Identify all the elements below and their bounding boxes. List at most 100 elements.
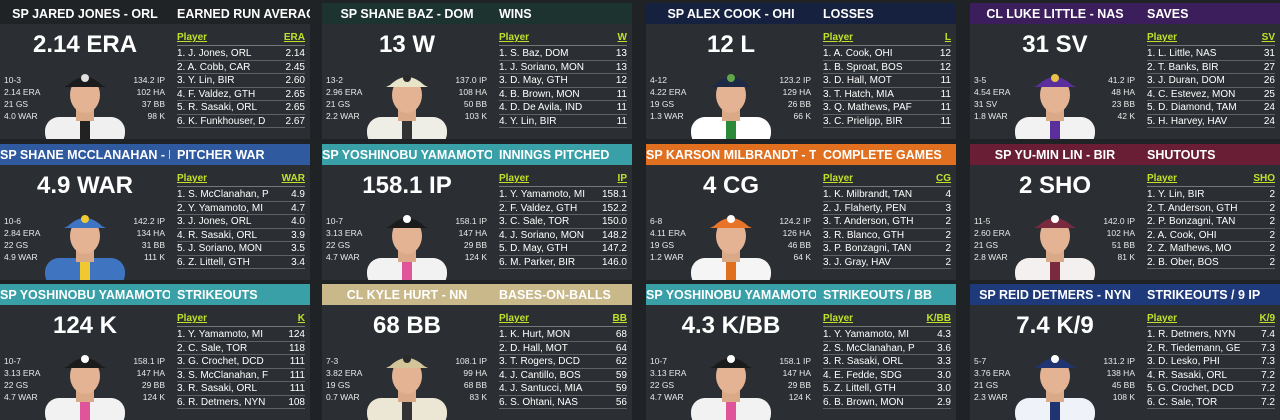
leaderboard-row[interactable]: 3. D. May, GTH 12 — [499, 74, 627, 88]
leaderboard-row[interactable]: 3. J. Gray, HAV 2 — [823, 256, 951, 269]
leaderboard-row[interactable]: 1. J. Jones, ORL 2.14 — [177, 47, 305, 61]
leaderboard-row[interactable]: 6. S. Ohtani, NAS 56 — [499, 396, 627, 409]
leader-panel[interactable]: SP YU-MIN LIN - BIR SHUTOUTS 2 SHO 11-5 2… — [970, 144, 1280, 280]
leaderboard-row[interactable]: 3. R. Sasaki, ORL 111 — [177, 382, 305, 396]
player-column-header[interactable]: Player — [499, 32, 530, 43]
player-name[interactable]: CL LUKE LITTLE - NAS — [986, 7, 1124, 21]
leaderboard-row[interactable]: 5. R. Sasaki, ORL 2.65 — [177, 101, 305, 115]
leaderboard-row[interactable]: 3. T. Rogers, DCD 62 — [499, 355, 627, 369]
player-column-header[interactable]: Player — [1147, 32, 1178, 43]
leader-panel[interactable]: SP YOSHINOBU YAMAMOTO - M STRIKEOUTS 124… — [0, 284, 310, 420]
leader-panel[interactable]: SP YOSHINOBU YAMAMOTO - M STRIKEOUTS / B… — [646, 284, 956, 420]
stat-column-header[interactable]: SV — [1261, 32, 1275, 43]
stat-column-header[interactable]: L — [944, 32, 951, 43]
leaderboard-row[interactable]: 2. T. Anderson, GTH 2 — [1147, 202, 1275, 215]
leaderboard-row[interactable]: 3. C. Sale, TOR 150.0 — [499, 215, 627, 229]
player-name[interactable]: CL KYLE HURT - NN — [346, 288, 468, 302]
leader-panel[interactable]: SP YOSHINOBU YAMAMOTO - M INNINGS PITCHE… — [322, 144, 632, 280]
leaderboard-row[interactable]: 4. J. Santucci, MIA 59 — [499, 382, 627, 396]
leaderboard-row[interactable]: 2. B. Ober, BOS 2 — [1147, 256, 1275, 269]
leaderboard-row[interactable]: 2. Z. Mathews, MO 2 — [1147, 242, 1275, 256]
leaderboard-row[interactable]: 3. T. Anderson, GTH 2 — [823, 215, 951, 229]
leaderboard-row[interactable]: 5. D. Diamond, TAM 24 — [1147, 101, 1275, 115]
leaderboard-row[interactable]: 4. C. Estevez, MON 25 — [1147, 88, 1275, 101]
player-name[interactable]: SP YU-MIN LIN - BIR — [994, 148, 1116, 162]
player-name[interactable]: SP ALEX COOK - OHI — [667, 7, 795, 21]
leaderboard-row[interactable]: 2. J. Flaherty, PEN 3 — [823, 202, 951, 215]
stat-column-header[interactable]: K — [297, 313, 305, 324]
leaderboard-row[interactable]: 4. E. Fedde, SDG 3.0 — [823, 369, 951, 382]
leaderboard-row[interactable]: 4. R. Sasaki, ORL 7.2 — [1147, 369, 1275, 382]
leaderboard-row[interactable]: 1. K. Milbrandt, TAN 4 — [823, 188, 951, 202]
leaderboard-row[interactable]: 4. J. Soriano, MON 148.2 — [499, 229, 627, 242]
leader-panel[interactable]: SP KARSON MILBRANDT - TAM COMPLETE GAMES… — [646, 144, 956, 280]
player-column-header[interactable]: Player — [1147, 313, 1178, 324]
leaderboard-row[interactable]: 4. B. Brown, MON 11 — [499, 88, 627, 101]
leaderboard-row[interactable]: 6. M. Parker, BIR 146.0 — [499, 256, 627, 269]
leaderboard-row[interactable]: 3. S. McClanahan, F 111 — [177, 369, 305, 382]
leader-panel[interactable]: CL LUKE LITTLE - NAS SAVES 31 SV 3-5 4.54… — [970, 3, 1280, 139]
leaderboard-row[interactable]: 1. R. Detmers, NYN 7.4 — [1147, 328, 1275, 342]
leaderboard-row[interactable]: 1. Y. Yamamoto, MI 124 — [177, 328, 305, 342]
leaderboard-row[interactable]: 4. R. Sasaki, ORL 3.9 — [177, 229, 305, 242]
player-column-header[interactable]: Player — [1147, 173, 1178, 184]
player-column-header[interactable]: Player — [177, 173, 208, 184]
leaderboard-row[interactable]: 1. B. Sproat, BOS 12 — [823, 61, 951, 74]
player-name[interactable]: SP YOSHINOBU YAMAMOTO - M — [322, 148, 492, 162]
leaderboard-row[interactable]: 1. K. Hurt, MON 68 — [499, 328, 627, 342]
leaderboard-row[interactable]: 4. F. Valdez, GTH 2.65 — [177, 88, 305, 101]
player-column-header[interactable]: Player — [823, 32, 854, 43]
leaderboard-row[interactable]: 6. B. Brown, MON 2.9 — [823, 396, 951, 409]
leaderboard-row[interactable]: 2. T. Banks, BIR 27 — [1147, 61, 1275, 74]
leaderboard-row[interactable]: 1. A. Cook, OHI 12 — [823, 47, 951, 61]
leaderboard-row[interactable]: 3. Q. Mathews, PAF 11 — [823, 101, 951, 115]
player-name[interactable]: SP SHANE MCCLANAHAN - PHI — [0, 148, 170, 162]
leaderboard-row[interactable]: 1. S. Baz, DOM 13 — [499, 47, 627, 61]
player-name[interactable]: SP YOSHINOBU YAMAMOTO - M — [646, 288, 816, 302]
leaderboard-row[interactable]: 6. C. Sale, TOR 7.2 — [1147, 396, 1275, 409]
leaderboard-row[interactable]: 6. K. Funkhouser, D 2.67 — [177, 115, 305, 128]
leader-panel[interactable]: SP JARED JONES - ORL EARNED RUN AVERAGE … — [0, 3, 310, 139]
stat-column-header[interactable]: W — [617, 32, 627, 43]
leaderboard-row[interactable]: 3. T. Hatch, MIA 11 — [823, 88, 951, 101]
leader-panel[interactable]: CL KYLE HURT - NN BASES-ON-BALLS 68 BB 7… — [322, 284, 632, 420]
leaderboard-row[interactable]: 3. G. Crochet, DCD 111 — [177, 355, 305, 369]
leaderboard-row[interactable]: 2. D. Hall, MOT 64 — [499, 342, 627, 355]
leaderboard-row[interactable]: 2. P. Bonzagni, TAN 2 — [1147, 215, 1275, 229]
player-column-header[interactable]: Player — [499, 313, 530, 324]
stat-column-header[interactable]: K/BB — [926, 313, 951, 324]
leaderboard-row[interactable]: 1. Y. Yamamoto, MI 4.3 — [823, 328, 951, 342]
leaderboard-row[interactable]: 2. F. Valdez, GTH 152.2 — [499, 202, 627, 215]
leader-panel[interactable]: SP ALEX COOK - OHI LOSSES 12 L 4-12 4.22 … — [646, 3, 956, 139]
leaderboard-row[interactable]: 2. Y. Yamamoto, MI 4.7 — [177, 202, 305, 215]
leaderboard-row[interactable]: 3. J. Duran, DOM 26 — [1147, 74, 1275, 88]
leaderboard-row[interactable]: 2. C. Sale, TOR 118 — [177, 342, 305, 355]
player-column-header[interactable]: Player — [823, 173, 854, 184]
leaderboard-row[interactable]: 3. D. Hall, MOT 11 — [823, 74, 951, 88]
leader-panel[interactable]: SP REID DETMERS - NYN STRIKEOUTS / 9 IP … — [970, 284, 1280, 420]
player-column-header[interactable]: Player — [177, 32, 208, 43]
stat-column-header[interactable]: SHO — [1253, 173, 1275, 184]
leaderboard-row[interactable]: 2. R. Tiedemann, GE 7.3 — [1147, 342, 1275, 355]
player-column-header[interactable]: Player — [823, 313, 854, 324]
leaderboard-row[interactable]: 3. D. Lesko, PHI 7.3 — [1147, 355, 1275, 369]
leaderboard-row[interactable]: 1. S. McClanahan, P 4.9 — [177, 188, 305, 202]
leader-panel[interactable]: SP SHANE MCCLANAHAN - PHI PITCHER WAR 4.… — [0, 144, 310, 280]
leaderboard-row[interactable]: 2. A. Cobb, CAR 2.45 — [177, 61, 305, 74]
leaderboard-row[interactable]: 1. Y. Lin, BIR 2 — [1147, 188, 1275, 202]
stat-column-header[interactable]: WAR — [281, 173, 305, 184]
leader-panel[interactable]: SP SHANE BAZ - DOM WINS 13 W 13-2 2.96 ER… — [322, 3, 632, 139]
leaderboard-row[interactable]: 5. Z. Littell, GTH 3.0 — [823, 382, 951, 396]
player-name[interactable]: SP SHANE BAZ - DOM — [340, 7, 474, 21]
leaderboard-row[interactable]: 3. P. Bonzagni, TAN 2 — [823, 242, 951, 256]
player-column-header[interactable]: Player — [499, 173, 530, 184]
leaderboard-row[interactable]: 1. J. Soriano, MON 13 — [499, 61, 627, 74]
leaderboard-row[interactable]: 5. H. Harvey, HAV 24 — [1147, 115, 1275, 128]
player-name[interactable]: SP JARED JONES - ORL — [12, 7, 158, 21]
leaderboard-row[interactable]: 4. Y. Lin, BIR 11 — [499, 115, 627, 128]
leaderboard-row[interactable]: 1. L. Little, NAS 31 — [1147, 47, 1275, 61]
leaderboard-row[interactable]: 3. Y. Lin, BIR 2.60 — [177, 74, 305, 88]
leaderboard-row[interactable]: 5. J. Soriano, MON 3.5 — [177, 242, 305, 256]
stat-column-header[interactable]: CG — [936, 173, 951, 184]
leaderboard-row[interactable]: 2. A. Cook, OHI 2 — [1147, 229, 1275, 242]
